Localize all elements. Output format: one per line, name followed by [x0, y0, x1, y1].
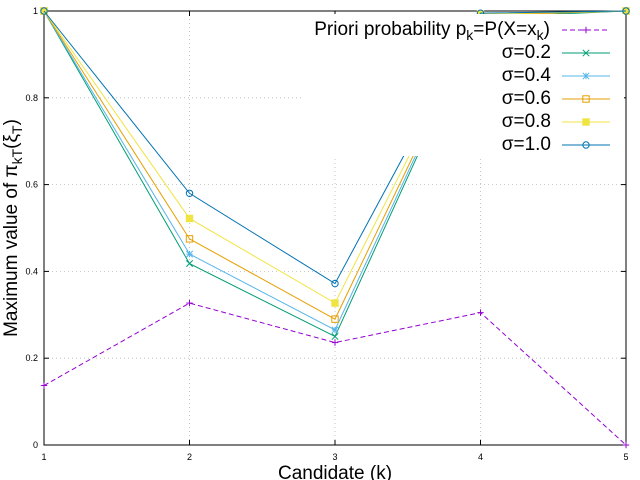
legend-swatch-marker — [582, 95, 590, 103]
data-point-marker — [622, 7, 630, 15]
legend-label-sigma-0-4: σ=0.4 — [502, 65, 552, 86]
x-tick-label: 4 — [478, 452, 483, 462]
series-sigma-5 — [40, 7, 630, 288]
x-tick-label: 1 — [41, 452, 46, 462]
y-tick-label: 0.4 — [25, 266, 38, 276]
axis-ticks: 0 0.2 0.4 0.6 0.8 1 1 2 3 4 5 — [25, 6, 628, 462]
data-point-marker — [185, 260, 194, 268]
legend-swatch-marker — [582, 26, 590, 34]
series-prior — [40, 299, 630, 449]
data-point-marker — [40, 7, 48, 15]
legend-label-prior: Priori probability pk=P(X=xk) — [314, 19, 550, 43]
y-tick-label: 0 — [33, 440, 38, 450]
y-axis-title: Maximum value of πkT(ξT) — [1, 119, 25, 337]
data-point-marker — [40, 382, 48, 389]
y-tick-label: 0.2 — [25, 353, 38, 363]
data-point-marker — [331, 332, 339, 341]
data-point-marker — [331, 279, 339, 288]
legend-label-sigma-0-8: σ=0.8 — [502, 111, 551, 132]
legend-swatch-marker — [582, 49, 590, 57]
x-tick-label: 3 — [332, 452, 337, 462]
data-point-marker — [331, 326, 339, 334]
series-line — [43, 302, 627, 446]
legend-swatch-marker — [582, 141, 590, 149]
x-tick-label: 5 — [623, 452, 628, 462]
data-point-marker — [185, 250, 194, 258]
data-point-marker — [331, 315, 339, 323]
series-line — [43, 10, 627, 320]
y-tick-label: 0.8 — [25, 93, 38, 103]
data-point-marker — [622, 441, 630, 449]
data-point-marker — [331, 299, 339, 307]
y-tick-label: 0.6 — [25, 180, 38, 190]
y-tick-label: 1 — [33, 6, 38, 16]
data-point-marker — [185, 189, 194, 197]
x-tick-label: 2 — [187, 452, 192, 462]
legend-background — [304, 14, 624, 156]
legend-swatches — [562, 26, 610, 149]
legend-label-sigma-0-2: σ=0.2 — [502, 42, 551, 63]
legend-swatch-marker — [582, 72, 590, 80]
data-point-marker — [185, 214, 194, 223]
x-axis-title: Candidate (k) — [278, 463, 392, 480]
series-line — [43, 10, 627, 285]
legend: Priori probability pk=P(X=xk) σ=0.2 σ=0.… — [304, 14, 624, 156]
data-point-marker — [331, 339, 339, 346]
data-point-marker — [185, 235, 194, 243]
legend-label-sigma-1-0: σ=1.0 — [502, 134, 551, 155]
data-point-marker — [186, 299, 193, 307]
legend-swatch-marker — [582, 118, 590, 126]
data-point-marker — [477, 309, 484, 316]
legend-label-sigma-0-6: σ=0.6 — [502, 88, 551, 109]
